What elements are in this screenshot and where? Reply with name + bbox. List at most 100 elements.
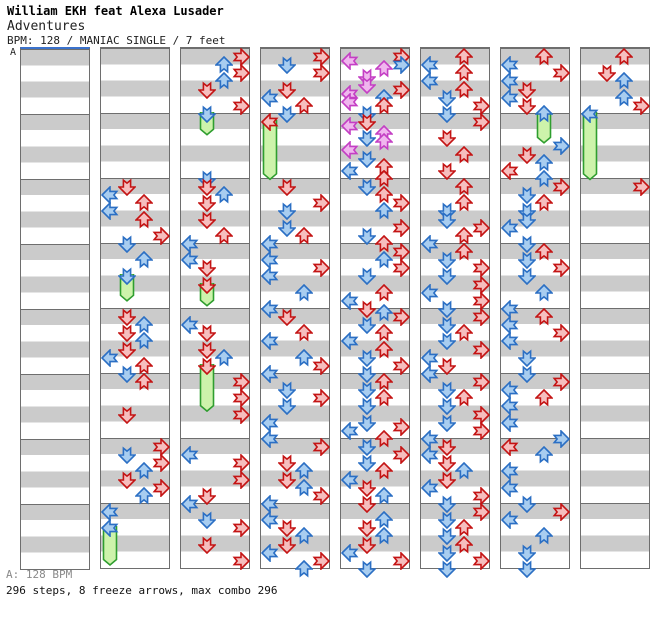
note-arrow-up-icon — [374, 96, 393, 115]
note-arrow-left-icon — [260, 429, 278, 448]
note-arrow-down-icon — [357, 381, 376, 400]
note-arrow-up-icon — [294, 527, 313, 545]
note-arrow-right-icon — [392, 417, 410, 436]
note-arrow-up-icon — [134, 486, 153, 505]
note-arrow-up-icon — [454, 145, 473, 163]
note-arrow-up-icon — [454, 48, 473, 66]
note-arrow-down-icon — [437, 316, 456, 335]
note-arrow-left-icon — [340, 141, 358, 160]
note-arrow-left-icon — [500, 316, 518, 335]
note-arrow-left-icon — [500, 397, 518, 416]
note-arrow-right-icon — [312, 389, 330, 408]
note-arrow-left-icon — [420, 72, 438, 91]
note-arrow-down-icon — [117, 235, 136, 253]
note-arrow-down-icon — [517, 146, 536, 164]
note-arrow-down-icon — [357, 300, 376, 318]
note-arrow-up-icon — [134, 210, 153, 228]
note-arrow-up-icon — [134, 373, 153, 391]
note-arrow-left-icon — [420, 348, 438, 367]
note-arrow-up-icon — [134, 332, 153, 350]
note-arrow-left-icon — [100, 202, 118, 221]
note-arrow-left-icon — [340, 543, 358, 562]
note-arrow-left-icon — [260, 494, 278, 513]
note-arrow-right-icon — [392, 218, 410, 237]
note-arrow-right-icon — [472, 308, 490, 326]
note-arrow-right-icon — [472, 421, 490, 440]
note-arrow-down-icon — [517, 186, 536, 205]
note-arrow-left-icon — [420, 364, 438, 383]
note-arrow-up-icon — [134, 462, 153, 480]
note-arrow-right-icon — [392, 551, 410, 570]
note-arrow-right-icon — [312, 194, 330, 213]
note-arrow-left-icon — [260, 251, 278, 270]
note-arrow-left-icon — [500, 511, 518, 530]
note-arrow-down-icon — [437, 105, 456, 123]
song-title: Adventures — [7, 19, 86, 34]
note-arrow-up-icon — [214, 72, 233, 90]
note-arrow-left-icon — [180, 494, 198, 513]
note-arrow-right-icon — [472, 259, 490, 278]
note-arrow-left-icon — [500, 413, 518, 432]
note-arrow-up-icon — [614, 88, 633, 107]
note-arrow-up-icon — [374, 169, 393, 188]
note-arrow-down-icon — [117, 471, 136, 489]
note-arrow-down-icon — [517, 251, 536, 270]
note-arrow-left-icon — [180, 251, 198, 270]
note-arrow-down-icon — [357, 267, 376, 286]
note-arrow-left-icon — [500, 56, 518, 75]
note-arrow-down-icon — [277, 81, 296, 99]
note-arrow-down-icon — [517, 365, 536, 383]
note-arrow-right-icon — [472, 218, 490, 237]
note-arrow-right-icon — [232, 519, 250, 538]
note-arrow-down-icon — [517, 267, 536, 286]
note-arrow-up-icon — [294, 283, 313, 302]
note-arrow-left-icon — [260, 543, 278, 562]
note-arrow-right-icon — [552, 324, 570, 343]
note-arrow-left-icon — [100, 348, 118, 367]
note-arrow-right-icon — [312, 64, 330, 83]
note-arrow-down-icon — [437, 300, 456, 318]
note-arrow-down-icon — [357, 519, 376, 538]
note-arrow-right-icon — [392, 56, 410, 75]
note-arrow-down-icon — [117, 178, 136, 196]
note-arrow-up-icon — [534, 194, 553, 212]
note-arrow-down-icon — [357, 105, 376, 123]
note-arrow-down-icon — [277, 56, 296, 75]
note-arrow-down-icon — [437, 332, 456, 351]
note-arrow-down-icon — [117, 308, 136, 326]
note-arrow-down-icon — [197, 341, 216, 359]
chart-column-5 — [340, 47, 410, 578]
freeze-body — [582, 111, 598, 181]
note-arrow-right-icon — [232, 96, 250, 115]
note-arrow-up-icon — [374, 303, 393, 322]
note-arrow-up-icon — [454, 178, 473, 196]
chart-column-8 — [580, 47, 650, 569]
note-arrow-down-icon — [437, 251, 456, 270]
note-arrow-down-icon — [437, 495, 456, 513]
note-arrow-up-icon — [374, 340, 393, 358]
note-arrow-up-icon — [134, 194, 153, 212]
note-arrow-up-icon — [374, 511, 393, 529]
note-arrow-down-icon — [437, 202, 456, 221]
note-arrow-down-icon — [197, 511, 216, 530]
note-arrow-left-icon — [420, 56, 438, 75]
note-arrow-down-icon — [277, 454, 296, 473]
note-arrow-down-icon — [437, 560, 456, 578]
note-arrow-down-icon — [197, 487, 216, 505]
note-arrow-up-icon — [294, 324, 313, 342]
note-arrow-up-icon — [454, 64, 473, 82]
note-arrow-right-icon — [392, 259, 410, 278]
note-arrow-right-icon — [472, 486, 490, 505]
chart-column-2 — [100, 47, 170, 569]
note-arrow-left-icon — [340, 117, 358, 136]
note-arrow-down-icon — [517, 495, 536, 513]
note-arrow-left-icon — [260, 234, 278, 253]
note-arrow-right-icon — [312, 486, 330, 505]
note-arrow-up-icon — [294, 559, 313, 578]
note-arrow-up-icon — [374, 186, 393, 204]
note-arrow-down-icon — [437, 414, 456, 432]
note-arrow-left-icon — [500, 72, 518, 91]
note-arrow-left-icon — [260, 299, 278, 318]
note-arrow-down-icon — [517, 202, 536, 221]
note-arrow-right-icon — [392, 308, 410, 326]
